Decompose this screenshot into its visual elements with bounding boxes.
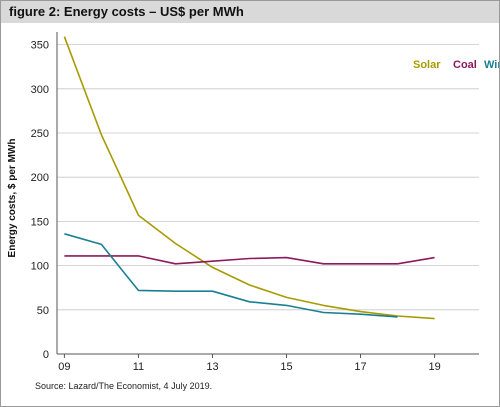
legend-entry-coal: Coal bbox=[453, 59, 477, 71]
grid bbox=[56, 32, 479, 355]
x-tick-label: 19 bbox=[428, 361, 440, 373]
y-tick-label: 200 bbox=[31, 172, 49, 184]
y-tick-label: 100 bbox=[31, 261, 49, 273]
source-note: Source: Lazard/The Economist, 4 July 201… bbox=[35, 381, 213, 391]
title-bar: figure 2: Energy costs – US$ per MWh bbox=[1, 1, 499, 23]
y-tick-label: 300 bbox=[31, 84, 49, 96]
series-line-coal bbox=[64, 255, 435, 265]
legend-entry-solar: Solar bbox=[413, 59, 441, 71]
series-lines bbox=[63, 36, 435, 320]
legend-entry-wind: Wind bbox=[484, 59, 499, 71]
series-line-wind bbox=[64, 233, 398, 318]
x-tick-label: 13 bbox=[206, 361, 218, 373]
x-tick-label: 17 bbox=[354, 361, 366, 373]
y-tick-label: 150 bbox=[31, 216, 49, 228]
x-tick-label: 11 bbox=[133, 361, 144, 373]
x-axis-ticks: 09 11 13 15 17 19 bbox=[58, 354, 441, 373]
y-tick-label: 350 bbox=[31, 40, 49, 52]
y-tick-label: 250 bbox=[31, 128, 49, 140]
x-tick-label: 15 bbox=[280, 361, 292, 373]
legend: Solar Coal Wind bbox=[413, 59, 499, 71]
chart-title: figure 2: Energy costs – US$ per MWh bbox=[9, 4, 244, 19]
series-line-solar bbox=[63, 36, 435, 320]
y-axis-ticks: 0 50 100 150 200 250 300 350 bbox=[31, 40, 49, 361]
y-axis-label: Energy costs, $ per MWh bbox=[7, 139, 18, 258]
x-tick-label: 09 bbox=[58, 361, 70, 373]
y-tick-label: 50 bbox=[37, 305, 49, 317]
y-tick-label: 0 bbox=[43, 349, 49, 361]
